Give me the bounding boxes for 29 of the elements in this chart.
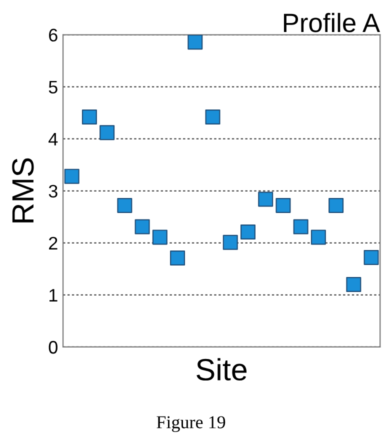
point [64, 168, 80, 184]
point [134, 219, 150, 234]
point [276, 198, 291, 213]
point [346, 277, 362, 292]
point [310, 230, 326, 245]
point [364, 250, 379, 265]
point [152, 230, 168, 245]
point [258, 192, 274, 207]
y-tick-label: 2 [49, 236, 58, 250]
point [205, 110, 220, 124]
point [100, 125, 115, 140]
y-tick-label: 1 [50, 289, 58, 302]
y-tick-label: 5 [48, 80, 58, 94]
y-tick-label: 6 [49, 28, 58, 42]
point [117, 198, 132, 213]
point [222, 234, 238, 250]
point [170, 250, 186, 266]
chart-title: Profile A [284, 12, 380, 32]
point [240, 224, 256, 240]
point [328, 198, 344, 213]
caption: Figure 19 [156, 416, 226, 432]
point [188, 34, 203, 50]
y-tick-label: 4 [48, 132, 58, 146]
y-tick-label: 0 [48, 340, 58, 354]
x-axis-title: Site [196, 358, 247, 381]
y-tick-label: 3 [48, 184, 58, 198]
y-axis-title: RMS [12, 158, 34, 222]
point [293, 219, 308, 234]
point [82, 110, 97, 124]
